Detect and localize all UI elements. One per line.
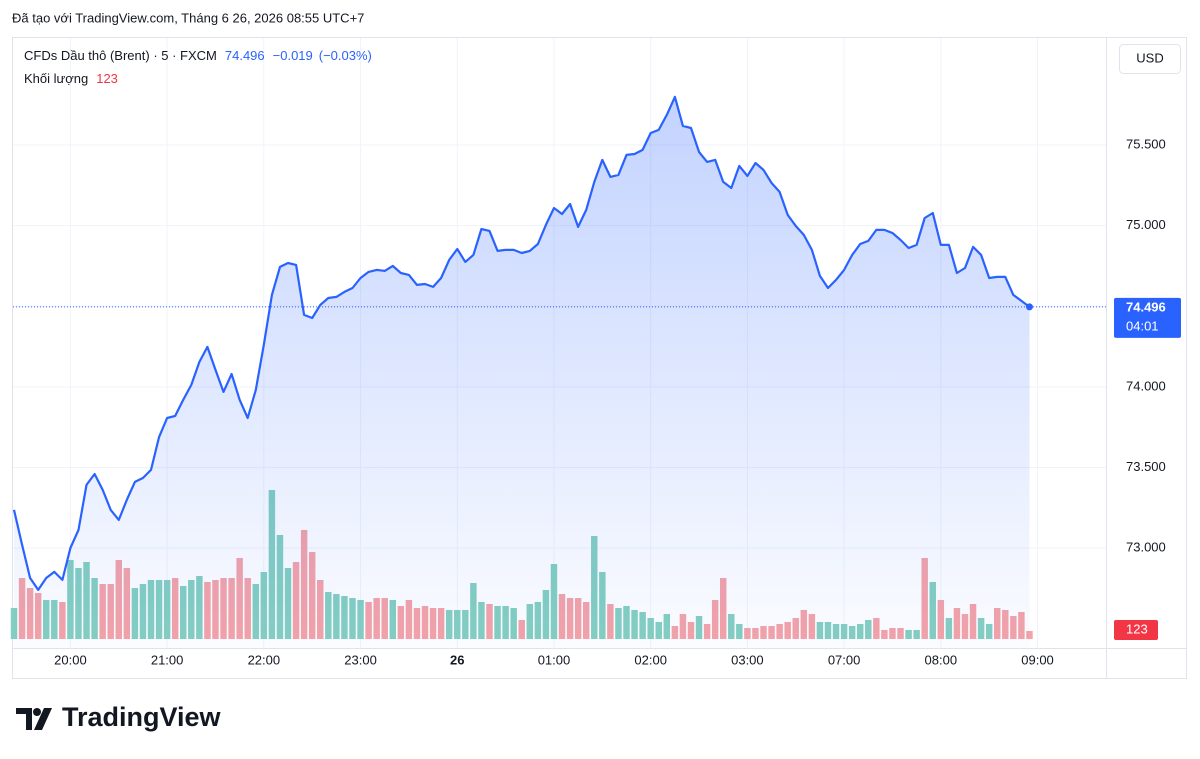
y-tick-label: 75.000 [1126, 217, 1166, 232]
legend-main: CFDs Dầu thô (Brent) · 5 · FXCM 74.496 −0.… [24, 48, 372, 63]
currency-button[interactable] [1119, 44, 1181, 74]
legend-symbol: CFDs Dầu thô (Brent) · 5 · FXCM [24, 48, 217, 63]
x-tick-label: 22:00 [248, 652, 281, 667]
countdown-label: 04:01 [1126, 318, 1159, 333]
y-tick-label: 73.000 [1126, 540, 1166, 555]
last-price-label: 74.496 [1126, 299, 1166, 314]
chart-frame [12, 37, 1187, 679]
legend-volume-value: 123 [96, 71, 118, 86]
volume-tag [1114, 620, 1158, 640]
y-tick-label: 74.000 [1126, 378, 1166, 393]
x-tick-label: 08:00 [925, 652, 958, 667]
y-tick-label: 73.500 [1126, 459, 1166, 474]
x-tick-label: 09:00 [1021, 652, 1054, 667]
x-tick-label: 03:00 [731, 652, 764, 667]
legend-volume-name: Khối lượng [24, 71, 88, 86]
x-tick-label: 20:00 [54, 652, 87, 667]
x-tick-label: 07:00 [828, 652, 861, 667]
brand-name: TradingView [62, 702, 222, 732]
x-tick-label: 02:00 [634, 652, 667, 667]
legend-price: 74.496 [225, 48, 265, 63]
legend-volume: Khối lượng 123 [24, 71, 118, 86]
price-area [14, 96, 1030, 648]
x-tick-label: 26 [450, 652, 464, 667]
price-line [12, 95, 1031, 591]
header-text: Đã tạo với TradingView.com, Tháng 6 26, … [12, 10, 364, 25]
legend-change-percent: (−0.03%) [319, 48, 372, 63]
axis-layer: 73.00073.50074.00074.50075.00075.50020:0… [13, 38, 1186, 678]
x-tick-label: 23:00 [344, 652, 377, 667]
x-tick-label: 01:00 [538, 652, 571, 667]
last-price-tag [1114, 297, 1181, 338]
y-tick-label: 75.500 [1126, 136, 1166, 151]
brand-logo [16, 708, 52, 730]
last-price-dot [1025, 303, 1033, 311]
currency-label[interactable]: USD [1136, 50, 1163, 65]
price-layer [12, 95, 1106, 648]
x-tick-label: 21:00 [151, 652, 184, 667]
legend-change: −0.019 [273, 48, 313, 63]
volume-tag-label: 123 [1126, 621, 1148, 636]
